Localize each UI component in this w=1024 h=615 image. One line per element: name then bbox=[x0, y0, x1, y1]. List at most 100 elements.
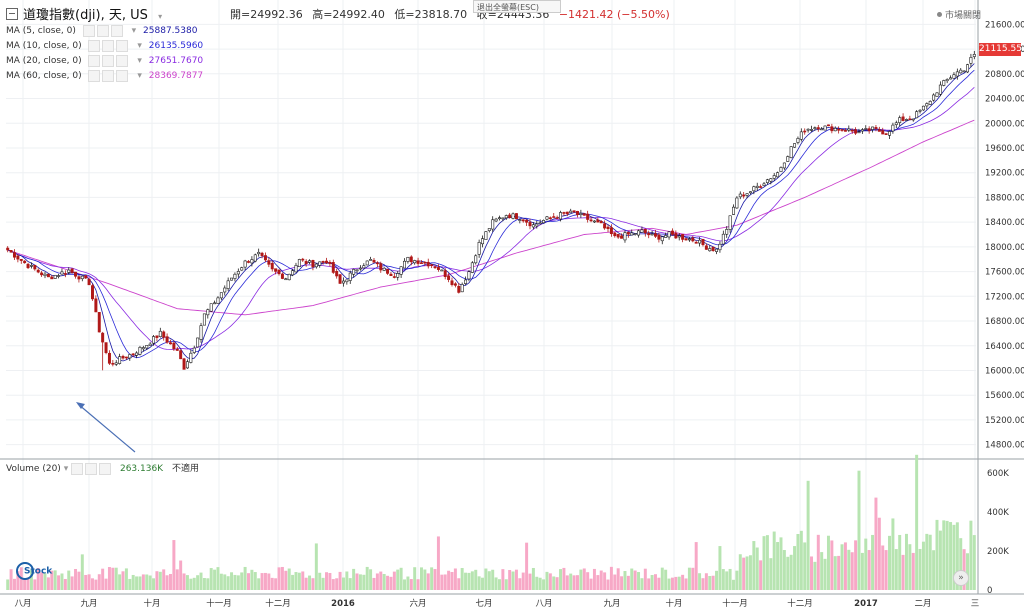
gear-icon[interactable] bbox=[102, 54, 115, 67]
candle-body bbox=[358, 267, 362, 270]
volume-bar bbox=[569, 573, 573, 590]
volume-bar bbox=[860, 552, 864, 590]
volume-bar bbox=[548, 573, 552, 590]
volume-bar bbox=[250, 569, 254, 590]
candle-body bbox=[742, 194, 746, 197]
volume-bar bbox=[345, 571, 349, 590]
indicator-ma20[interactable]: MA (20, close, 0) ▾ 27651.7670 bbox=[6, 54, 203, 68]
scroll-to-end-button[interactable]: » bbox=[953, 570, 969, 586]
eye-icon[interactable] bbox=[71, 462, 84, 475]
volume-bar bbox=[704, 573, 708, 590]
candle-body bbox=[413, 260, 417, 264]
volume-bar bbox=[945, 520, 949, 590]
volume-bar bbox=[328, 572, 332, 590]
candle-body bbox=[789, 146, 793, 158]
settings-dropdown-icon[interactable]: ▾ bbox=[158, 12, 163, 21]
candle-body bbox=[525, 219, 529, 223]
candle-body bbox=[721, 233, 725, 245]
gear-icon[interactable] bbox=[102, 69, 115, 82]
candle-body bbox=[362, 265, 366, 269]
volume-bar bbox=[660, 567, 664, 590]
eye-icon[interactable] bbox=[88, 54, 101, 67]
candle-body bbox=[185, 361, 189, 369]
indicator-ma5[interactable]: MA (5, close, 0) ▾ 25887.5380 bbox=[6, 24, 197, 38]
volume-bar bbox=[453, 568, 457, 590]
candle-body bbox=[599, 221, 603, 224]
volume-bar bbox=[419, 567, 423, 590]
candle-body bbox=[654, 233, 657, 237]
volume-bar bbox=[803, 542, 807, 590]
candle-body bbox=[199, 325, 203, 340]
candle-body bbox=[328, 261, 332, 264]
volume-bar bbox=[918, 548, 922, 590]
candle-body bbox=[718, 243, 722, 251]
candle-body bbox=[294, 265, 298, 273]
gear-icon[interactable] bbox=[96, 24, 109, 37]
volume-bar bbox=[518, 578, 522, 590]
volume-bar bbox=[314, 543, 318, 590]
close-icon[interactable] bbox=[116, 69, 129, 82]
volume-bar bbox=[538, 577, 542, 590]
volume-bar bbox=[586, 572, 590, 590]
close-icon[interactable] bbox=[116, 39, 129, 52]
candle-body bbox=[19, 258, 23, 261]
volume-bar bbox=[118, 574, 122, 590]
volume-bar bbox=[426, 573, 430, 590]
candle-body bbox=[677, 235, 681, 238]
dropdown-icon[interactable]: ▾ bbox=[137, 41, 142, 51]
candle-body bbox=[531, 224, 535, 228]
dropdown-icon[interactable]: ▾ bbox=[137, 56, 142, 66]
chart-title[interactable]: 道瓊指數(dji), 天, US ▾ bbox=[6, 4, 162, 23]
volume-bar bbox=[331, 579, 335, 590]
close-icon[interactable] bbox=[99, 462, 112, 475]
volume-legend[interactable]: Volume (20) ▾ 263.136K 不適用 bbox=[6, 461, 199, 475]
collapse-icon[interactable] bbox=[6, 8, 18, 20]
volume-bar bbox=[908, 544, 912, 590]
eye-icon[interactable] bbox=[88, 39, 101, 52]
volume-bar bbox=[90, 578, 94, 590]
candle-body bbox=[206, 309, 210, 316]
volume-bar bbox=[776, 542, 780, 590]
annotation-arrow-head bbox=[76, 402, 85, 409]
candle-body bbox=[555, 217, 559, 219]
dropdown-icon[interactable]: ▾ bbox=[63, 464, 69, 474]
candle-body bbox=[348, 272, 352, 281]
candle-body bbox=[243, 260, 247, 268]
exit-fullscreen-tooltip[interactable]: 退出全螢幕(ESC) bbox=[473, 0, 561, 13]
volume-bar bbox=[491, 569, 495, 590]
volume-bar bbox=[820, 552, 824, 590]
dropdown-icon[interactable]: ▾ bbox=[137, 71, 142, 81]
volume-bar bbox=[152, 578, 156, 590]
candle-body bbox=[864, 128, 868, 130]
candle-body bbox=[135, 352, 139, 356]
candle-body bbox=[972, 54, 976, 57]
close-icon[interactable] bbox=[110, 24, 123, 37]
volume-bar bbox=[172, 540, 176, 590]
candle-body bbox=[748, 191, 752, 194]
candle-body bbox=[148, 343, 152, 346]
volume-bar bbox=[891, 518, 895, 590]
volume-bar bbox=[467, 572, 471, 590]
volume-bar bbox=[413, 567, 417, 590]
close-icon[interactable] bbox=[116, 54, 129, 67]
eye-icon[interactable] bbox=[88, 69, 101, 82]
volume-bar bbox=[36, 567, 40, 590]
candle-body bbox=[698, 239, 702, 244]
candle-body bbox=[46, 273, 50, 278]
volume-bar bbox=[874, 497, 878, 590]
candle-body bbox=[107, 352, 111, 364]
indicator-ma60[interactable]: MA (60, close, 0) ▾ 28369.7877 bbox=[6, 69, 203, 83]
eye-icon[interactable] bbox=[82, 24, 95, 37]
indicator-ma10[interactable]: MA (10, close, 0) ▾ 26135.5960 bbox=[6, 39, 203, 53]
volume-bar bbox=[609, 566, 613, 590]
volume-bar bbox=[755, 547, 759, 590]
candle-body bbox=[345, 279, 349, 283]
candle-body bbox=[365, 260, 369, 266]
price-tick-label: 15200.00 bbox=[985, 416, 1024, 426]
gear-icon[interactable] bbox=[102, 39, 115, 52]
gear-icon[interactable] bbox=[85, 462, 98, 475]
candle-body bbox=[101, 332, 105, 343]
dropdown-icon[interactable]: ▾ bbox=[131, 26, 137, 36]
volume-bar bbox=[189, 578, 193, 590]
